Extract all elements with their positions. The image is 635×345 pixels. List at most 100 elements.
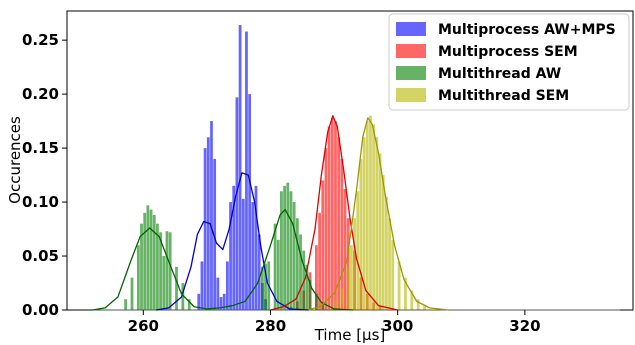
histogram-bar xyxy=(251,202,255,310)
histogram-bar xyxy=(286,182,290,310)
histogram-bar xyxy=(143,212,147,310)
histogram-bar xyxy=(254,185,258,310)
histogram-bar xyxy=(330,117,334,310)
histogram-bar xyxy=(315,293,318,310)
kde-curve-1 xyxy=(270,115,398,311)
histogram-bar xyxy=(337,137,341,310)
histogram-bar xyxy=(346,266,350,310)
legend-item: Multiprocess AW+MPS xyxy=(396,22,616,38)
y-axis-label: Occurences xyxy=(6,116,24,204)
histogram-bar xyxy=(130,277,134,310)
kde-curve-3 xyxy=(308,117,449,311)
histogram-bar xyxy=(149,209,153,310)
histogram-bar xyxy=(238,25,242,311)
histogram-bar xyxy=(359,158,363,310)
histogram-bar xyxy=(181,283,185,310)
legend-swatch xyxy=(396,88,426,102)
histogram-bar xyxy=(213,158,217,310)
legend-swatch xyxy=(396,66,426,80)
histogram-bar xyxy=(324,148,328,310)
histogram-bar xyxy=(159,232,162,310)
histogram-bar xyxy=(404,277,407,310)
histogram-bar xyxy=(175,266,178,310)
histogram-bar xyxy=(416,299,420,310)
histogram-bar xyxy=(369,115,372,310)
histogram-bar xyxy=(280,191,283,310)
histogram-bar xyxy=(229,202,232,310)
histogram-bar xyxy=(384,196,388,310)
y-tick-label: 0.05 xyxy=(22,247,59,265)
histogram-bar xyxy=(308,279,312,310)
histogram-bar xyxy=(334,299,337,310)
legend-box xyxy=(388,13,630,111)
kde-curve-0 xyxy=(155,172,309,311)
histogram-bar xyxy=(321,180,325,310)
legend-swatch xyxy=(396,44,426,58)
histogram-bar xyxy=(283,185,286,310)
legend-item: Multithread AW xyxy=(396,66,561,82)
x-axis: 260 280 300 320 xyxy=(128,310,541,335)
legend-item: Multiprocess SEM xyxy=(396,44,578,60)
histogram-bar xyxy=(200,261,204,310)
histogram-bar xyxy=(305,264,309,310)
histogram-bar xyxy=(140,223,143,310)
histogram-bar xyxy=(225,261,229,310)
y-tick-label: 0.15 xyxy=(22,139,59,157)
histogram-bar xyxy=(375,137,379,310)
histogram-bar xyxy=(353,218,356,310)
histogram-bar xyxy=(146,205,150,310)
histogram-bar xyxy=(346,218,350,310)
histogram-bar xyxy=(362,137,366,310)
histogram-bar xyxy=(334,121,337,310)
histogram-bar xyxy=(248,94,252,311)
histogram-bar xyxy=(340,158,344,310)
histogram-bar xyxy=(356,191,360,310)
histogram-bar xyxy=(216,277,220,310)
histogram-bar xyxy=(292,202,296,310)
histogram-bar xyxy=(156,223,159,310)
histogram-bar xyxy=(152,215,156,310)
histogram-bar xyxy=(241,198,245,310)
histogram-bar xyxy=(124,299,128,310)
histogram-bar xyxy=(197,293,201,310)
histogram-bar xyxy=(327,306,331,310)
histogram-bar xyxy=(397,261,401,310)
histogram-bar xyxy=(321,302,325,310)
legend-label: Multithread SEM xyxy=(438,88,569,104)
x-tick-label: 260 xyxy=(128,317,159,335)
histogram-bar xyxy=(299,234,302,310)
histogram-bar xyxy=(289,191,293,310)
histogram-bar xyxy=(410,290,414,310)
legend-swatch xyxy=(396,22,426,36)
x-tick-label: 320 xyxy=(509,317,540,335)
histogram-bar xyxy=(381,175,385,310)
histogram-bar xyxy=(388,218,391,310)
histogram-bar xyxy=(327,126,331,310)
histogram-bar xyxy=(136,245,140,310)
histogram-bar xyxy=(350,245,353,310)
histogram-bar xyxy=(423,304,426,310)
x-axis-label: Time [µs] xyxy=(314,326,386,344)
y-tick-label: 0.25 xyxy=(22,31,59,49)
histogram-bar xyxy=(340,288,344,310)
legend-label: Multithread AW xyxy=(438,66,561,82)
legend-item: Multithread SEM xyxy=(396,88,569,104)
histogram-bar xyxy=(391,239,395,310)
x-tick-label: 280 xyxy=(255,317,286,335)
histogram-bar xyxy=(273,223,277,310)
histogram-bar xyxy=(232,185,236,310)
histogram-bar xyxy=(315,245,318,310)
histogram-bar xyxy=(219,297,223,310)
histogram-bar xyxy=(162,256,166,310)
histogram-bar xyxy=(343,189,347,310)
series-bars-3 xyxy=(327,115,426,310)
y-axis: 0.00 0.05 0.10 0.15 0.20 0.25 xyxy=(22,31,67,319)
histogram-bar xyxy=(295,218,299,310)
y-tick-label: 0.20 xyxy=(22,85,59,103)
histogram-bar xyxy=(257,234,261,310)
legend-label: Multiprocess SEM xyxy=(438,44,578,60)
histogram-bar xyxy=(264,263,267,310)
legend: Multiprocess AW+MPS Multiprocess SEM Multi… xyxy=(388,13,630,111)
kde-curve-2 xyxy=(92,208,354,311)
